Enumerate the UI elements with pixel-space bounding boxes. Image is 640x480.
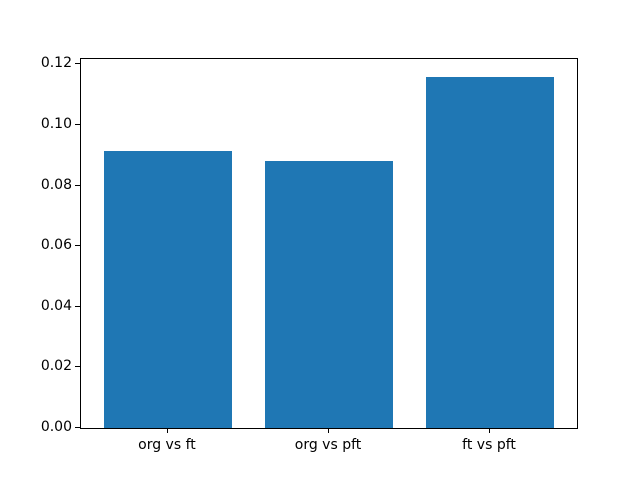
bar-org-vs-ft <box>103 151 233 428</box>
y-tick-label: 0.00 <box>40 419 72 435</box>
x-tick-label: org vs ft <box>138 437 196 453</box>
y-tick-label: 0.12 <box>40 55 72 72</box>
y-tick-label: 0.02 <box>40 358 72 375</box>
bar-ft-vs-pft <box>425 76 555 428</box>
y-tick-mark <box>75 366 80 368</box>
y-tick-mark <box>75 305 80 307</box>
y-tick-label: 0.10 <box>40 116 72 133</box>
bar-org-vs-pft <box>264 161 394 428</box>
x-tick-label: org vs pft <box>294 437 362 453</box>
y-tick-mark <box>75 427 80 428</box>
plot-area <box>80 58 578 429</box>
y-tick-label: 0.08 <box>40 176 72 193</box>
y-tick-label: 0.06 <box>40 237 72 254</box>
y-tick-label: 0.04 <box>40 297 72 314</box>
x-tick-mark <box>328 428 329 433</box>
x-tick-mark <box>166 428 168 433</box>
x-tick-label: ft vs pft <box>462 437 516 453</box>
y-tick-mark <box>75 124 80 126</box>
y-tick-mark <box>75 245 80 247</box>
x-tick-mark <box>489 428 491 433</box>
y-tick-mark <box>75 184 80 186</box>
y-tick-mark <box>75 63 80 65</box>
